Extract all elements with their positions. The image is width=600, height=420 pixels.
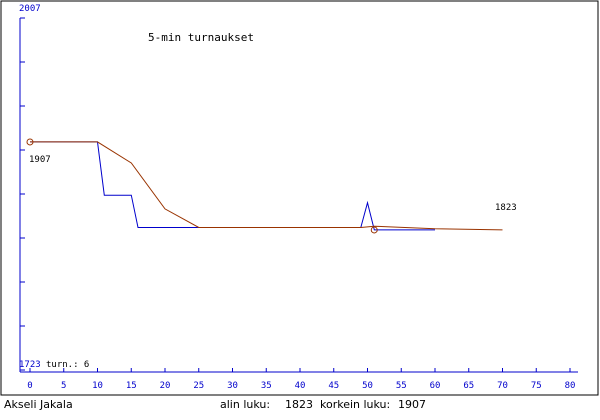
series-line-2 <box>30 141 503 231</box>
x-tick-label: 40 <box>295 381 306 391</box>
x-tick-label: 65 <box>463 381 474 391</box>
series-line-1 <box>30 141 435 231</box>
end-rating-annotation: 1823 <box>495 203 517 213</box>
y-axis-min-label: 1723 <box>19 360 41 370</box>
chart-title: 5-min turnaukset <box>148 31 254 44</box>
max-rating-label: korkein luku: <box>320 398 390 411</box>
x-tick-label: 55 <box>396 381 407 391</box>
point-marker <box>26 138 34 146</box>
point-marker <box>370 226 378 234</box>
x-tick-label: 45 <box>328 381 339 391</box>
y-axis-max-label: 2007 <box>19 4 41 14</box>
chart-frame <box>0 0 599 396</box>
x-tick-label: 35 <box>261 381 272 391</box>
x-tick-label: 75 <box>531 381 542 391</box>
x-tick-label: 60 <box>430 381 441 391</box>
x-tick-label: 50 <box>362 381 373 391</box>
x-tick-label: 10 <box>92 381 103 391</box>
max-rating-value: 1907 <box>398 398 426 411</box>
x-tick-label: 0 <box>27 381 32 391</box>
min-rating-label: alin luku: <box>220 398 270 411</box>
x-tick-label: 20 <box>160 381 171 391</box>
player-name: Akseli Jakala <box>4 398 73 411</box>
x-tick-label: 25 <box>193 381 204 391</box>
start-rating-annotation: 1907 <box>29 155 51 165</box>
x-tick-label: 5 <box>61 381 66 391</box>
min-rating-value: 1823 <box>285 398 313 411</box>
x-tick-label: 70 <box>497 381 508 391</box>
x-tick-label: 15 <box>126 381 137 391</box>
x-tick-label: 30 <box>227 381 238 391</box>
turn-count-label: turn.: 6 <box>46 360 89 370</box>
x-tick-label: 80 <box>565 381 576 391</box>
